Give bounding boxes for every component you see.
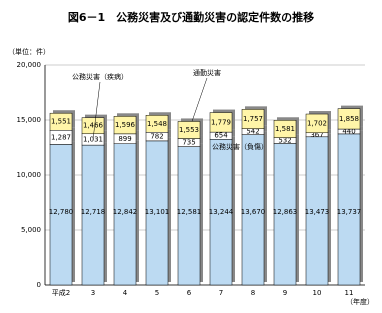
value-label: 12,780 (49, 208, 74, 216)
x-tick-label: 6 (187, 289, 192, 297)
y-tick-label: 5,000 (21, 226, 41, 234)
value-label: 12,842 (113, 208, 138, 216)
value-label: 735 (182, 139, 195, 147)
value-label: 532 (278, 137, 291, 145)
value-label: 1,287 (51, 133, 71, 141)
value-label: 1,466 (83, 122, 104, 130)
series-annotation: 公務災害（負傷） (212, 142, 268, 151)
bar-segment (145, 115, 169, 133)
series-annotation: 通勤災害 (193, 68, 221, 77)
value-label: 13,473 (305, 208, 330, 216)
value-label: 1,779 (211, 118, 231, 126)
value-label: 1,596 (115, 121, 136, 129)
bar-segment (209, 112, 233, 133)
y-tick-label: 10,000 (17, 171, 42, 179)
chart-title: 図6－1 公務災害及び通勤災害の認定件数の推移 (68, 10, 314, 24)
value-label: 1,581 (275, 125, 295, 133)
leader-line (191, 77, 208, 122)
value-label: 13,244 (209, 208, 234, 216)
value-label: 440 (342, 127, 355, 135)
bar-segment (49, 112, 73, 131)
value-label: 12,718 (81, 208, 106, 216)
value-label: 899 (118, 135, 131, 143)
value-label: 1,553 (179, 126, 199, 134)
bar-segment (177, 121, 201, 139)
value-label: 654 (214, 132, 228, 140)
bar-segment (81, 117, 105, 135)
value-label: 12,581 (177, 208, 202, 216)
x-tick-label: 8 (251, 289, 255, 297)
value-label: 367 (310, 131, 323, 139)
y-tick-label: 15,000 (17, 116, 42, 124)
value-label: 13,670 (241, 208, 266, 216)
bar-segment (241, 109, 265, 129)
value-label: 1,702 (307, 119, 327, 127)
x-tick-label: 平成2 (52, 288, 70, 297)
x-tick-label: 7 (219, 289, 223, 297)
bar-segment (113, 116, 137, 135)
leader-line (92, 81, 101, 140)
value-label: 1,757 (243, 115, 263, 123)
x-tick-label: 9 (283, 289, 287, 297)
y-unit-label: （単位：件） (8, 47, 50, 56)
x-tick-label: 4 (123, 289, 128, 297)
bar-segment (273, 120, 297, 138)
x-tick-label: 11 (345, 289, 354, 297)
value-label: 1,551 (51, 118, 71, 126)
value-label: 13,737 (337, 208, 362, 216)
x-tick-label: 5 (155, 289, 159, 297)
x-tick-label: 10 (313, 289, 322, 297)
x-tick-label: 3 (91, 289, 95, 297)
series-annotation: 公務災害（疾病） (72, 72, 128, 81)
y-tick-label: 20,000 (17, 61, 42, 69)
value-label: 12,863 (273, 208, 298, 216)
value-label: 1,858 (339, 115, 359, 123)
value-label: 1,548 (147, 120, 167, 128)
value-label: 542 (246, 128, 259, 136)
value-label: 13,101 (145, 208, 170, 216)
value-label: 782 (150, 133, 163, 141)
y-tick-label: 0 (37, 281, 41, 289)
bar-segment (337, 108, 361, 130)
bar-segment (305, 113, 329, 134)
x-unit-label: （年度） (346, 297, 374, 306)
